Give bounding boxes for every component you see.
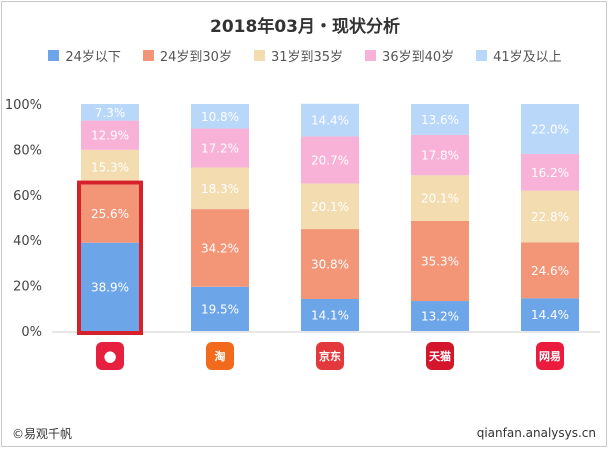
bar-segment	[411, 175, 469, 221]
bar-segment	[191, 167, 249, 210]
bar-data-label: 25.6%	[91, 207, 129, 221]
bar-data-label: 13.6%	[421, 113, 459, 127]
legend-swatch-4	[476, 50, 488, 61]
y-tick-label: 40%	[13, 234, 42, 249]
bar-segment	[81, 104, 139, 121]
bar-segment	[191, 104, 249, 129]
bar-data-label: 34.2%	[201, 241, 239, 255]
bar-segment	[301, 103, 359, 137]
y-tick-label: 60%	[13, 189, 42, 204]
bar-segment	[301, 183, 359, 230]
bar-data-label: 35.3%	[421, 254, 459, 268]
jd-icon: 京东	[316, 342, 344, 370]
bar-segment	[191, 286, 249, 331]
y-tick-label: 0%	[21, 325, 42, 340]
taobao-icon: 淘	[206, 342, 234, 370]
bar-data-label: 20.1%	[421, 192, 459, 206]
legend-item-1: 24岁到30岁	[142, 46, 232, 65]
bar-segment	[301, 298, 359, 331]
y-tick-label: 100%	[5, 98, 42, 113]
bar-data-label: 12.9%	[91, 129, 129, 143]
bar-segment	[301, 136, 359, 184]
highlight-box	[77, 180, 143, 335]
chart-title: 2018年03月・现状分析	[210, 17, 400, 37]
bar-segment	[81, 149, 139, 185]
bar-data-label: 22.8%	[531, 210, 569, 224]
bar-segment	[411, 301, 469, 331]
bar-data-label: 10.8%	[201, 110, 239, 124]
bar-segment	[411, 134, 469, 176]
bar-segment	[411, 104, 469, 135]
bar-data-label: 18.3%	[201, 182, 239, 196]
bar-data-label: 22.0%	[531, 122, 569, 136]
tmall-icon: 天猫	[426, 342, 454, 370]
legend-swatch-1	[142, 50, 154, 61]
bar-data-label: 20.7%	[311, 153, 349, 167]
y-tick-label: 80%	[13, 143, 42, 158]
bar-data-label: 13.2%	[421, 310, 459, 324]
bar-data-label: 7.3%	[95, 106, 126, 120]
legend-swatch-3	[365, 50, 377, 61]
bar-data-label: 14.1%	[311, 308, 349, 322]
bar-segment	[81, 184, 139, 243]
footer-source: ©易观千帆	[12, 427, 73, 441]
legend-swatch-0	[48, 50, 60, 61]
bar-segment	[521, 153, 579, 191]
bar-data-label: 17.2%	[201, 142, 239, 156]
footer-url: qianfan.analysys.cn	[476, 426, 596, 440]
legend-item-4: 41岁及以上	[476, 46, 562, 65]
bar-segment	[521, 190, 579, 243]
legend-label-4: 41岁及以上	[493, 50, 562, 65]
legend-label-0: 24岁以下	[65, 50, 121, 65]
y-tick-label: 20%	[13, 280, 42, 295]
bar-data-label: 38.9%	[91, 280, 129, 294]
chart-legend: 24岁以下 24岁到30岁 31岁到35岁 36岁到40岁 41岁及以上	[0, 46, 610, 65]
bar-data-label: 19.5%	[201, 302, 239, 316]
legend-label-2: 31岁到35岁	[270, 50, 344, 65]
bar-segment	[411, 220, 469, 302]
bar-data-label: 14.4%	[531, 308, 569, 322]
legend-item-3: 36岁到40岁	[365, 46, 454, 65]
bar-data-label: 16.2%	[531, 166, 569, 180]
bar-data-label: 30.8%	[311, 258, 349, 272]
netease-kaola-icon: 网易	[536, 342, 564, 370]
bar-data-label: 24.6%	[531, 264, 569, 278]
bar-segment	[521, 104, 579, 154]
bar-data-label: 20.1%	[311, 200, 349, 214]
bar-data-label: 14.4%	[311, 114, 349, 128]
bar-segment	[81, 120, 139, 150]
legend-item-2: 31岁到35岁	[253, 46, 344, 65]
legend-item-0: 24岁以下	[48, 46, 121, 65]
bar-segment	[191, 209, 249, 287]
legend-swatch-2	[253, 50, 265, 61]
bar-segment	[521, 242, 579, 299]
legend-label-1: 24岁到30岁	[159, 50, 232, 65]
legend-label-3: 36岁到40岁	[382, 50, 455, 65]
bar-segment	[521, 298, 579, 331]
bar-segment	[81, 242, 139, 331]
bar-data-label: 17.8%	[421, 149, 459, 163]
xiaohongshu-icon: ●	[96, 342, 124, 370]
bar-data-label: 15.3%	[91, 161, 129, 175]
bar-segment	[191, 128, 249, 168]
bar-segment	[301, 229, 359, 299]
